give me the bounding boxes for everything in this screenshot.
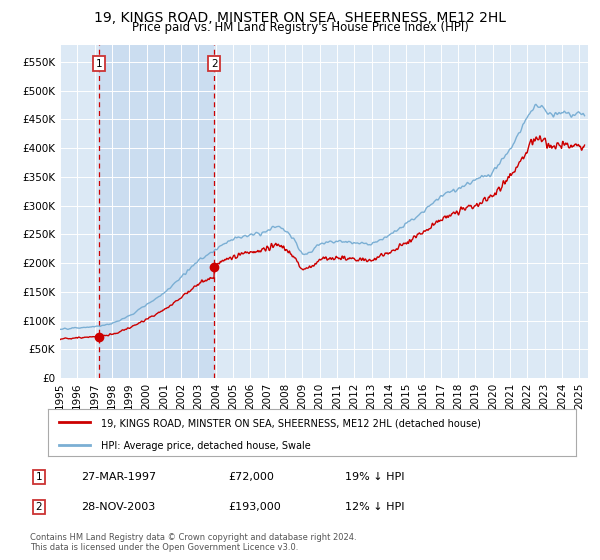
- Bar: [99, 45, 214, 378]
- Text: 1: 1: [95, 59, 102, 69]
- Text: 19% ↓ HPI: 19% ↓ HPI: [345, 472, 404, 482]
- Text: 1: 1: [35, 472, 43, 482]
- Text: £193,000: £193,000: [228, 502, 281, 512]
- Text: This data is licensed under the Open Government Licence v3.0.: This data is licensed under the Open Gov…: [30, 543, 298, 552]
- Text: 28-NOV-2003: 28-NOV-2003: [81, 502, 155, 512]
- Text: HPI: Average price, detached house, Swale: HPI: Average price, detached house, Swal…: [101, 441, 311, 451]
- Text: 2: 2: [35, 502, 43, 512]
- Text: 2: 2: [211, 59, 218, 69]
- Text: 19, KINGS ROAD, MINSTER ON SEA, SHEERNESS, ME12 2HL (detached house): 19, KINGS ROAD, MINSTER ON SEA, SHEERNES…: [101, 418, 481, 428]
- Text: 27-MAR-1997: 27-MAR-1997: [81, 472, 156, 482]
- Text: Contains HM Land Registry data © Crown copyright and database right 2024.: Contains HM Land Registry data © Crown c…: [30, 533, 356, 542]
- Text: 12% ↓ HPI: 12% ↓ HPI: [345, 502, 404, 512]
- Text: £72,000: £72,000: [228, 472, 274, 482]
- Text: 19, KINGS ROAD, MINSTER ON SEA, SHEERNESS, ME12 2HL: 19, KINGS ROAD, MINSTER ON SEA, SHEERNES…: [94, 11, 506, 25]
- Text: Price paid vs. HM Land Registry's House Price Index (HPI): Price paid vs. HM Land Registry's House …: [131, 21, 469, 34]
